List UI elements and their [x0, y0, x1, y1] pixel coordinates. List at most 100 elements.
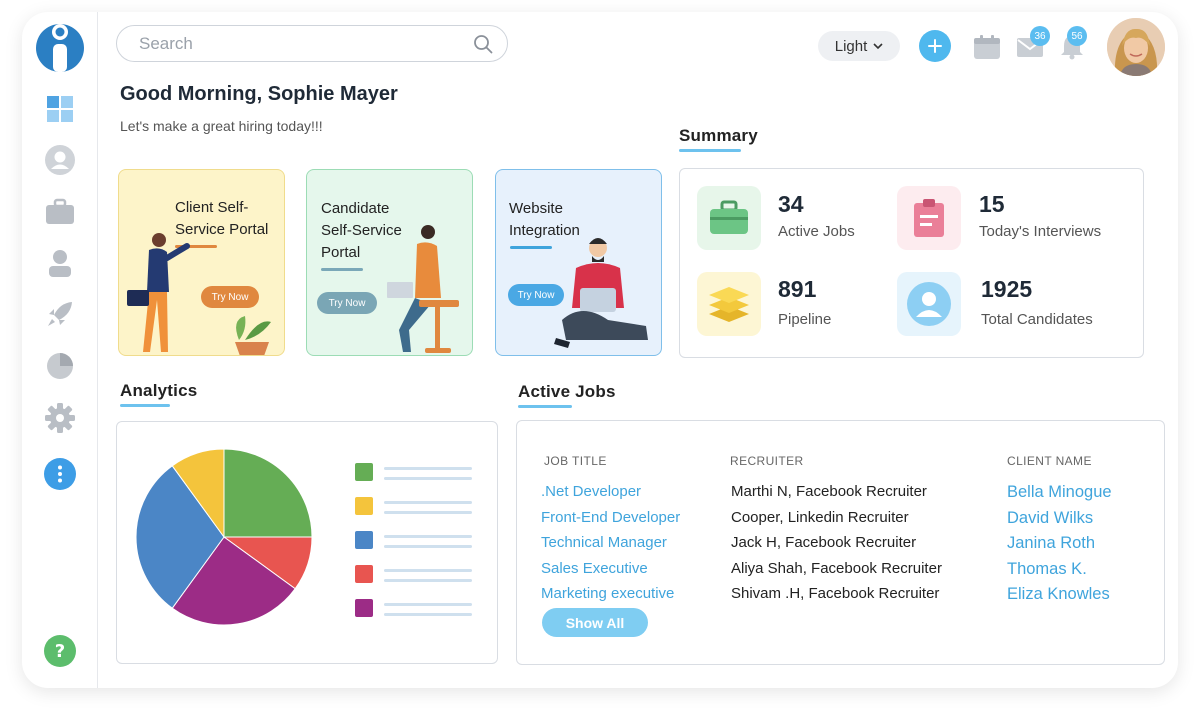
column-header-recruiter: RECRUITER [730, 454, 804, 468]
sidebar-item-settings[interactable] [43, 401, 77, 435]
help-icon: ? [44, 635, 76, 667]
user-icon [45, 145, 75, 175]
active-jobs-stat-icon [697, 186, 761, 250]
promo-title: Client Self- Service Portal [175, 199, 269, 238]
pie-slice-3[interactable] [171, 536, 296, 626]
stat-label: Total Candidates [981, 311, 1093, 328]
client-name-link[interactable]: Bella Minogue [1007, 483, 1112, 501]
stat-label: Active Jobs [778, 223, 855, 240]
legend-placeholder-line [384, 467, 472, 470]
sidebar-item-profile[interactable] [43, 143, 77, 177]
sidebar-item-launch[interactable] [43, 297, 77, 331]
legend-placeholder-line [384, 535, 472, 538]
stat-value: 1925 [981, 276, 1033, 302]
legend-placeholder-line [384, 569, 472, 572]
promo-title: Candidate Self-Service Portal [321, 200, 402, 261]
client-name-link[interactable]: David Wilks [1007, 509, 1094, 527]
pipeline-stat-icon [697, 272, 761, 336]
sidebar-item-jobs[interactable] [43, 195, 77, 229]
legend-placeholder-line [384, 603, 472, 606]
stat-value: 15 [979, 191, 1005, 217]
recruiter-name: Cooper, Linkedin Recruiter [731, 509, 909, 526]
promo-website-integration[interactable]: Website Integration Try Now [495, 169, 662, 356]
client-name-link[interactable]: Thomas K. [1007, 560, 1087, 578]
interviews-stat-icon [897, 186, 961, 250]
job-title-link[interactable]: Front-End Developer [541, 509, 681, 526]
stat-value: 891 [778, 276, 817, 302]
search-icon[interactable] [473, 34, 493, 54]
calendar-button[interactable] [972, 32, 1002, 62]
active-jobs-underline [518, 405, 572, 408]
person-icon [49, 250, 71, 277]
pie-slice-4[interactable] [135, 465, 225, 609]
add-button[interactable] [919, 30, 951, 62]
businessman-illustration [127, 233, 271, 355]
legend-placeholder-line [384, 579, 472, 582]
page-title: Good Morning, Sophie Mayer [120, 83, 398, 105]
candidates-stat-icon [897, 272, 961, 336]
search-input[interactable] [139, 33, 473, 54]
job-title-link[interactable]: .Net Developer [541, 483, 642, 500]
show-all-button[interactable]: Show All [542, 608, 648, 637]
job-title-link[interactable]: Marketing executive [541, 585, 675, 602]
job-title-link[interactable]: Technical Manager [541, 534, 667, 551]
promo-client-portal[interactable]: Client Self- Service Portal Try Now [118, 169, 285, 356]
summary-card: 34 Active Jobs 15 Today's Interviews 891… [679, 168, 1144, 358]
stat-label: Pipeline [778, 311, 832, 328]
legend-swatch-2 [355, 497, 373, 515]
analytics-pie-chart [135, 448, 472, 626]
plus-icon [928, 39, 942, 53]
legend-placeholder-line [384, 545, 472, 548]
promo-accent-bar [321, 268, 363, 271]
app-logo[interactable] [34, 18, 86, 74]
chevron-down-icon [873, 43, 883, 50]
promo-candidate-portal[interactable]: Candidate Self-Service Portal Try Now [306, 169, 473, 356]
page-subtitle: Let's make a great hiring today!!! [120, 118, 323, 134]
briefcase-icon [710, 200, 748, 234]
legend-placeholder-line [384, 511, 472, 514]
dashboard-icon [47, 96, 73, 122]
recruiter-name: Aliya Shah, Facebook Recruiter [731, 560, 942, 577]
sidebar-item-candidates[interactable] [43, 246, 77, 280]
client-name-link[interactable]: Eliza Knowles [1007, 585, 1110, 603]
sidebar: ? [22, 12, 98, 688]
stat-value: 34 [778, 191, 804, 217]
sidebar-item-dashboard[interactable] [43, 92, 77, 126]
pie-slice-5[interactable] [171, 448, 225, 539]
active-jobs-title: Active Jobs [518, 382, 616, 401]
layers-icon [709, 287, 749, 322]
clipboard-icon [914, 199, 944, 237]
summary-underline [679, 149, 741, 152]
search-bar[interactable] [116, 25, 508, 62]
sidebar-item-reports[interactable] [43, 349, 77, 383]
analytics-underline [120, 404, 170, 407]
active-jobs-table: JOB TITLE RECRUITER CLIENT NAME .Net Dev… [516, 420, 1165, 665]
sidebar-item-more[interactable] [43, 457, 77, 491]
try-now-button[interactable]: Try Now [317, 292, 377, 314]
theme-selector[interactable]: Light [818, 31, 900, 61]
legend-swatch-1 [355, 463, 373, 481]
client-name-link[interactable]: Janina Roth [1007, 534, 1096, 552]
column-header-job-title: JOB TITLE [544, 454, 607, 468]
help-button[interactable]: ? [43, 634, 77, 668]
try-now-button[interactable]: Try Now [201, 286, 259, 308]
user-icon [907, 282, 951, 326]
app-window: ? Light 36 56 [22, 12, 1178, 688]
mail-badge: 36 [1030, 26, 1050, 46]
theme-label: Light [834, 37, 868, 55]
legend-placeholder-line [384, 477, 472, 480]
more-vertical-icon [44, 458, 76, 490]
try-now-button[interactable]: Try Now [508, 284, 564, 306]
svg-text:?: ? [55, 641, 65, 662]
recruiter-name: Shivam .H, Facebook Recruiter [731, 585, 940, 602]
legend-swatch-4 [355, 565, 373, 583]
legend-swatch-3 [355, 531, 373, 549]
briefcase-icon [46, 198, 74, 224]
pie-slice-1[interactable] [223, 448, 313, 538]
job-title-link[interactable]: Sales Executive [541, 560, 648, 577]
notifications-badge: 56 [1067, 26, 1087, 46]
user-avatar[interactable] [1107, 18, 1165, 76]
rocket-icon [48, 302, 72, 326]
promo-accent-bar [175, 245, 217, 248]
recruiter-name: Jack H, Facebook Recruiter [731, 534, 917, 551]
